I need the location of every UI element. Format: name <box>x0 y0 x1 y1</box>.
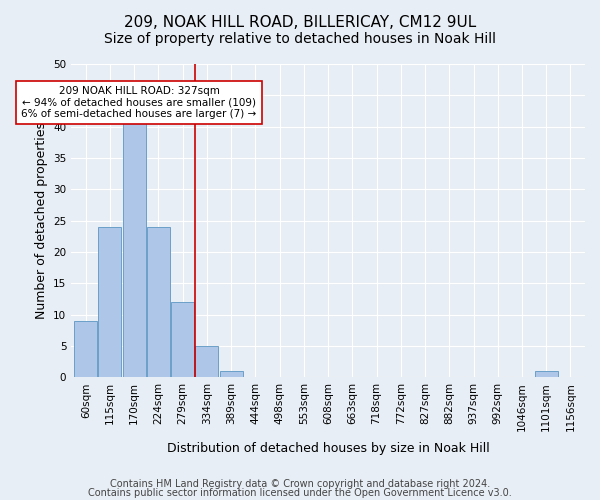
Text: 209 NOAK HILL ROAD: 327sqm
← 94% of detached houses are smaller (109)
6% of semi: 209 NOAK HILL ROAD: 327sqm ← 94% of deta… <box>22 86 257 119</box>
Bar <box>171 302 194 378</box>
Text: Contains HM Land Registry data © Crown copyright and database right 2024.: Contains HM Land Registry data © Crown c… <box>110 479 490 489</box>
Text: 209, NOAK HILL ROAD, BILLERICAY, CM12 9UL: 209, NOAK HILL ROAD, BILLERICAY, CM12 9U… <box>124 15 476 30</box>
Bar <box>535 371 558 378</box>
X-axis label: Distribution of detached houses by size in Noak Hill: Distribution of detached houses by size … <box>167 442 490 455</box>
Y-axis label: Number of detached properties: Number of detached properties <box>35 122 47 319</box>
Bar <box>98 227 121 378</box>
Bar <box>196 346 218 378</box>
Bar <box>123 114 146 378</box>
Bar <box>147 227 170 378</box>
Bar <box>220 371 242 378</box>
Text: Contains public sector information licensed under the Open Government Licence v3: Contains public sector information licen… <box>88 488 512 498</box>
Bar <box>74 321 97 378</box>
Text: Size of property relative to detached houses in Noak Hill: Size of property relative to detached ho… <box>104 32 496 46</box>
